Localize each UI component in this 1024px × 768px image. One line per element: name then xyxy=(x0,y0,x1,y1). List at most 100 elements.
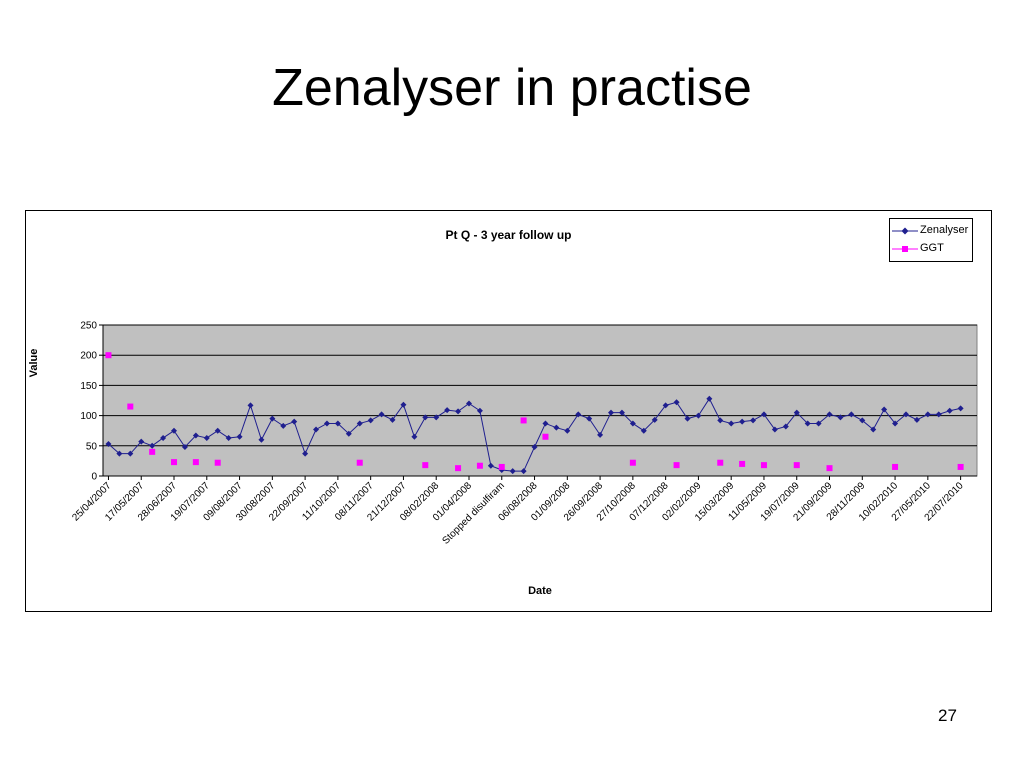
legend-item-ggt: GGT xyxy=(892,241,972,257)
data-point-zenalyser xyxy=(717,417,724,424)
data-point-ggt xyxy=(214,459,221,466)
chart-container: Pt Q - 3 year follow up 0 50 100 150 200 250 2… xyxy=(25,210,992,612)
data-point-zenalyser xyxy=(913,416,920,423)
data-point-zenalyser xyxy=(760,411,767,418)
data-point-zenalyser xyxy=(542,420,549,427)
data-point-zenalyser xyxy=(815,420,822,427)
data-point-zenalyser xyxy=(476,407,483,414)
data-point-zenalyser xyxy=(127,450,134,457)
data-point-ggt xyxy=(793,462,800,469)
y-tick-label: 0 xyxy=(91,472,97,483)
data-point-zenalyser xyxy=(804,420,811,427)
legend-label-ggt: GGT xyxy=(920,242,944,254)
data-point-zenalyser xyxy=(684,415,691,422)
data-point-zenalyser xyxy=(586,415,593,422)
data-point-ggt xyxy=(192,459,199,466)
data-point-zenalyser xyxy=(411,433,418,440)
data-point-zenalyser xyxy=(323,420,330,427)
data-point-zenalyser xyxy=(750,417,757,424)
data-point-zenalyser xyxy=(509,468,516,475)
data-point-zenalyser xyxy=(138,438,145,445)
y-tick-label: 250 xyxy=(80,321,97,332)
plot-area xyxy=(102,324,978,477)
data-point-zenalyser xyxy=(608,409,615,416)
data-point-ggt xyxy=(717,459,724,466)
data-point-ggt xyxy=(629,459,636,466)
data-point-zenalyser xyxy=(455,408,462,415)
data-point-zenalyser xyxy=(793,409,800,416)
data-point-zenalyser xyxy=(160,434,167,441)
y-axis-title: Value xyxy=(28,348,40,378)
data-point-zenalyser xyxy=(728,420,735,427)
x-tick-label: Stopped disulfiram xyxy=(441,480,507,546)
legend-item-zenalyser: Zenalyser xyxy=(892,223,972,239)
data-point-zenalyser xyxy=(957,405,964,412)
data-point-zenalyser xyxy=(531,444,538,451)
data-point-zenalyser xyxy=(444,407,451,414)
data-point-zenalyser xyxy=(924,411,931,418)
data-point-zenalyser xyxy=(597,431,604,438)
data-point-zenalyser xyxy=(422,414,429,421)
data-point-zenalyser xyxy=(520,468,527,475)
data-point-zenalyser xyxy=(771,426,778,433)
data-point-zenalyser xyxy=(946,407,953,414)
data-point-zenalyser xyxy=(302,450,309,457)
data-point-zenalyser xyxy=(695,412,702,419)
data-point-zenalyser xyxy=(826,411,833,418)
x-axis-title: Date xyxy=(528,585,552,597)
data-point-zenalyser xyxy=(640,427,647,434)
data-point-zenalyser xyxy=(356,420,363,427)
y-tick-label: 100 xyxy=(80,411,97,422)
data-point-zenalyser xyxy=(367,417,374,424)
data-point-zenalyser xyxy=(739,418,746,425)
legend-label-zenalyser: Zenalyser xyxy=(920,224,969,236)
data-point-zenalyser xyxy=(258,436,265,443)
data-point-zenalyser xyxy=(149,442,156,449)
data-point-zenalyser xyxy=(662,402,669,409)
data-point-zenalyser xyxy=(902,411,909,418)
data-point-zenalyser xyxy=(334,420,341,427)
chart-legend: Zenalyser GGT xyxy=(889,218,973,262)
page-number: 27 xyxy=(938,706,957,725)
chart-title: Pt Q - 3 year follow up xyxy=(445,228,572,242)
data-point-ggt xyxy=(760,462,767,469)
data-point-zenalyser xyxy=(575,411,582,418)
data-point-ggt xyxy=(455,465,462,472)
data-point-zenalyser xyxy=(105,440,112,447)
y-tick-label: 50 xyxy=(86,441,98,452)
data-point-ggt xyxy=(149,448,156,455)
data-point-zenalyser xyxy=(848,411,855,418)
data-point-zenalyser xyxy=(706,395,713,402)
chart-plot: 05010015020025025/04/200717/05/200728/06… xyxy=(70,321,978,547)
legend-marker-diamond-icon xyxy=(892,227,918,235)
data-point-zenalyser xyxy=(214,427,221,434)
data-point-ggt xyxy=(739,460,746,467)
data-point-ggt xyxy=(171,459,178,466)
data-point-ggt xyxy=(422,462,429,469)
y-tick-label: 150 xyxy=(80,381,97,392)
data-point-zenalyser xyxy=(280,422,287,429)
data-point-ggt xyxy=(957,463,964,470)
data-point-zenalyser xyxy=(870,426,877,433)
data-point-zenalyser xyxy=(225,434,232,441)
data-point-zenalyser xyxy=(487,462,494,469)
data-point-zenalyser xyxy=(465,400,472,407)
data-point-zenalyser xyxy=(859,417,866,424)
data-point-zenalyser xyxy=(236,433,243,440)
data-point-ggt xyxy=(892,463,899,470)
data-point-ggt xyxy=(476,462,483,469)
data-point-zenalyser xyxy=(564,427,571,434)
data-point-zenalyser xyxy=(291,418,298,425)
legend-marker-square-icon xyxy=(892,246,918,252)
data-point-zenalyser xyxy=(433,414,440,421)
data-point-zenalyser xyxy=(247,402,254,409)
data-point-ggt xyxy=(826,465,833,472)
data-point-ggt xyxy=(520,417,527,424)
data-point-zenalyser xyxy=(389,416,396,423)
data-point-zenalyser xyxy=(618,409,625,416)
data-point-zenalyser xyxy=(553,424,560,431)
data-point-zenalyser xyxy=(651,416,658,423)
data-point-zenalyser xyxy=(181,444,188,451)
data-point-zenalyser xyxy=(171,427,178,434)
data-point-ggt xyxy=(127,403,134,410)
